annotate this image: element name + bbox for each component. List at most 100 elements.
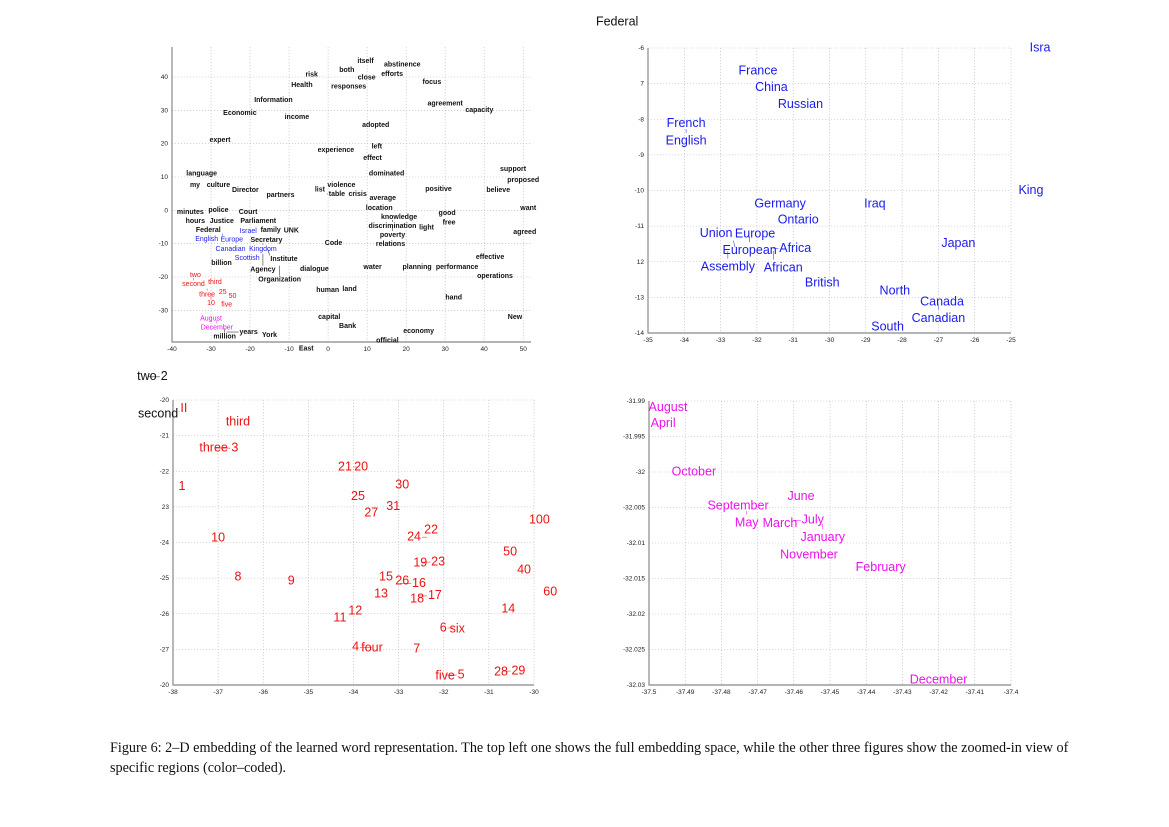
- word-label: effective: [476, 254, 505, 261]
- word-label: Director: [232, 187, 259, 194]
- word-label: 22: [424, 522, 438, 536]
- y-tick-label: -8: [638, 116, 644, 123]
- x-tick-label: -31: [788, 337, 798, 344]
- word-label: second: [182, 281, 205, 288]
- word-label: hours: [186, 218, 206, 225]
- x-tick-label: 40: [481, 346, 489, 353]
- y-tick-label: 30: [161, 107, 169, 114]
- word-label: 8: [235, 569, 242, 583]
- word-label: left: [372, 144, 383, 151]
- word-label: light: [419, 225, 434, 232]
- word-label: Economic: [223, 110, 257, 117]
- word-label: language: [186, 171, 217, 178]
- word-label: 12: [348, 604, 362, 618]
- word-label: New: [508, 314, 523, 321]
- word-label: French: [667, 116, 706, 130]
- word-label: Japan: [941, 236, 975, 250]
- word-label: planning: [402, 264, 431, 271]
- word-label: water: [362, 264, 382, 271]
- word-label: December: [910, 672, 968, 686]
- y-tick-label: -25: [160, 575, 170, 582]
- x-tick-label: -34: [349, 689, 359, 696]
- word-label: Institute: [270, 256, 297, 263]
- x-tick-label: -30: [825, 337, 835, 344]
- word-label: December: [201, 325, 234, 332]
- word-label: efforts: [381, 71, 403, 78]
- word-label: table: [329, 191, 345, 198]
- word-label: China: [755, 80, 788, 94]
- word-label: performance: [436, 264, 479, 271]
- word-label: 19: [413, 555, 427, 569]
- label-leader-line: [267, 249, 270, 256]
- label-leader-line: [733, 240, 736, 248]
- word-label: Union: [700, 226, 733, 240]
- word-label: 21: [338, 459, 352, 473]
- word-label: four: [361, 641, 383, 655]
- word-label: April: [651, 416, 676, 430]
- y-tick-label: -10: [635, 188, 645, 195]
- word-label: itself: [357, 58, 374, 65]
- word-label: both: [339, 67, 354, 74]
- word-label: Israel: [240, 228, 258, 235]
- y-tick-label: -26: [160, 611, 170, 618]
- word-label: 24: [407, 529, 421, 543]
- y-tick-label: -32.03: [627, 682, 646, 689]
- x-tick-label: -37.45: [821, 689, 840, 696]
- y-tick-label: -24: [160, 540, 170, 547]
- word-label: violence: [327, 182, 355, 189]
- word-label: Federal: [596, 14, 638, 28]
- word-label: 28: [494, 664, 508, 678]
- x-tick-label: -28: [897, 337, 907, 344]
- y-tick-label: 0: [164, 207, 168, 214]
- word-label: two: [137, 369, 157, 383]
- x-tick-label: -26: [970, 337, 980, 344]
- word-label: October: [672, 464, 716, 478]
- x-tick-label: 0: [326, 346, 330, 353]
- word-label: 50: [229, 293, 237, 300]
- word-label: dominated: [369, 171, 404, 178]
- word-label: English: [195, 236, 218, 243]
- x-tick-label: -33: [394, 689, 404, 696]
- y-tick-label: -21: [160, 433, 170, 440]
- word-label: dialogue: [300, 266, 329, 273]
- y-tick-label: -10: [159, 241, 169, 248]
- x-tick-label: -31: [484, 689, 494, 696]
- word-label: Information: [254, 97, 293, 104]
- y-tick-label: -20: [160, 397, 170, 404]
- x-tick-label: -37.4: [1004, 689, 1019, 696]
- x-tick-label: -29: [861, 337, 871, 344]
- word-label: second: [138, 406, 178, 420]
- word-label: proposed: [507, 177, 539, 184]
- leader-lines: [193, 193, 393, 333]
- word-label: British: [805, 275, 840, 289]
- word-label: Canadian: [216, 246, 246, 253]
- word-label: abstinence: [384, 62, 421, 69]
- x-tick-label: -37.48: [712, 689, 731, 696]
- x-tick-label: -38: [168, 689, 178, 696]
- word-label: capital: [318, 314, 340, 321]
- word-label: experience: [318, 147, 355, 154]
- word-label: police: [208, 207, 228, 214]
- word-label: Health: [291, 82, 312, 89]
- word-label: operations: [477, 273, 513, 280]
- x-tick-label: -33: [716, 337, 726, 344]
- leader-lines: [148, 376, 511, 676]
- word-label: 60: [543, 585, 557, 599]
- word-label: Parliament: [240, 218, 276, 225]
- word-label: Canadian: [912, 311, 966, 325]
- y-tick-label: -11: [635, 223, 644, 230]
- word-label: 11: [333, 610, 346, 624]
- word-label: 27: [364, 506, 378, 520]
- word-label: relations: [376, 241, 405, 248]
- word-label: human: [316, 287, 339, 294]
- x-tick-label: -37: [213, 689, 223, 696]
- word-label: Canada: [920, 294, 964, 308]
- word-label: years: [239, 329, 257, 336]
- word-label: agreed: [513, 229, 536, 236]
- word-label: Kingdom: [249, 246, 277, 253]
- y-tick-label: 7: [640, 81, 644, 88]
- word-label: Organization: [258, 277, 301, 284]
- word-label: King: [1018, 183, 1043, 197]
- word-label: discrimination: [369, 223, 417, 230]
- word-label: France: [739, 63, 778, 77]
